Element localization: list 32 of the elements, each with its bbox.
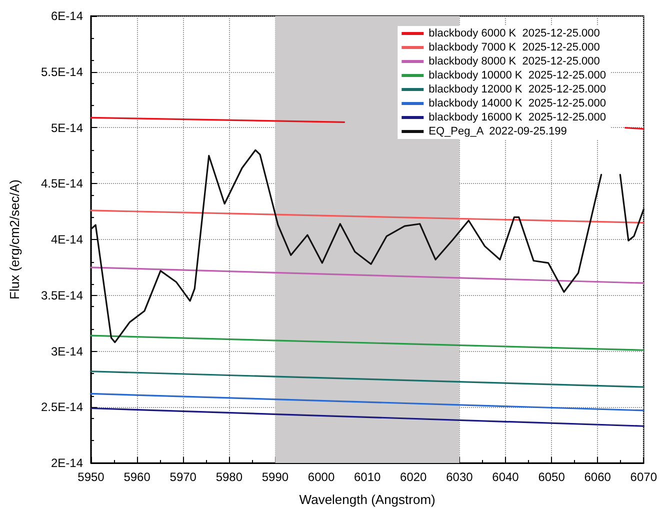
y-axis-title: Flux (erg/cm2/sec/A) [7,180,22,300]
legend-label: EQ_Peg_A 2022-09-25.199 [428,126,567,138]
x-tick-label: 6040 [492,470,520,484]
x-tick-label: 5970 [170,470,197,484]
y-tick-label: 4.5E-14 [40,176,84,191]
legend-label: blackbody 8000 K 2025-12-25.000 [428,56,600,68]
y-tick-label: 3.5E-14 [40,288,84,302]
y-tick-label: 5.5E-14 [40,64,84,79]
y-tick-label: 3E-14 [50,344,84,358]
x-tick-label: 6070 [630,470,658,484]
x-tick-label: 5990 [262,470,289,484]
x-tick-label: 6010 [354,470,381,484]
x-tick-label: 6050 [538,470,566,484]
y-tick-label: 5E-14 [50,120,84,135]
x-axis-title: Wavelength (Angstrom) [299,492,436,507]
x-tick-label: 6030 [446,470,474,484]
legend-label: blackbody 12000 K 2025-12-25.000 [428,84,606,96]
legend-label: blackbody 14000 K 2025-12-25.000 [428,98,606,110]
y-tick-label: 4E-14 [50,232,84,246]
legend-label: blackbody 7000 K 2025-12-25.000 [428,42,600,54]
x-tick-label: 6020 [400,470,428,484]
y-tick-label: 2.5E-14 [40,400,84,414]
legend-label: blackbody 16000 K 2025-12-25.000 [428,112,606,124]
y-tick-label: 6E-14 [50,9,84,23]
x-tick-label: 5960 [124,470,151,484]
x-tick-label: 5950 [78,470,105,484]
y-tick-label: 2E-14 [50,456,84,470]
legend-label: blackbody 6000 K 2025-12-25.000 [428,28,600,40]
legend-label: blackbody 10000 K 2025-12-25.000 [428,70,606,82]
x-tick-label: 5980 [216,470,243,484]
x-tick-label: 6000 [308,470,335,484]
x-tick-label: 6060 [584,470,612,484]
